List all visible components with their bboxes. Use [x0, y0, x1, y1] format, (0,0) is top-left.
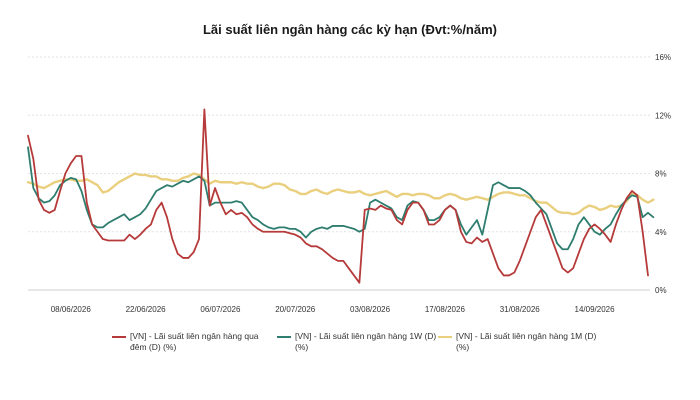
x-tick-label: 22/06/2026	[126, 305, 167, 314]
grid-lines	[28, 56, 650, 291]
y-tick-label: 4%	[655, 228, 667, 237]
legend-label-1w: [VN] - Lãi suất liên ngân hàng 1W (D) (%…	[295, 331, 437, 352]
x-tick-label: 14/09/2026	[575, 305, 616, 314]
legend: [VN] - Lãi suất liên ngân hàng qua đêm (…	[112, 331, 632, 361]
y-tick-label: 12%	[655, 111, 671, 120]
y-tick-label: 0%	[655, 286, 667, 295]
y-axis-ticks: 0% 4% 8% 12% 16%	[655, 53, 671, 295]
x-axis-ticks: 08/06/2026 22/06/2026 06/07/2026 20/07/2026…	[51, 305, 615, 314]
x-tick-label: 08/06/2026	[51, 305, 92, 314]
chart-title: Lãi suất liên ngân hàng các kỳ hạn (Đvt:…	[202, 22, 497, 37]
series-lines	[26, 108, 655, 284]
series-line-1w	[27, 146, 655, 251]
y-tick-label: 8%	[655, 170, 667, 179]
legend-swatch-1m	[438, 336, 452, 338]
legend-label-overnight: [VN] - Lãi suất liên ngân hàng qua đêm (…	[130, 331, 259, 352]
x-tick-label: 03/08/2026	[350, 305, 391, 314]
y-tick-label: 16%	[655, 53, 671, 62]
series-line-overnight	[27, 108, 649, 284]
x-tick-label: 20/07/2026	[275, 305, 316, 314]
x-tick-label: 17/08/2026	[425, 305, 466, 314]
legend-swatch-overnight	[112, 336, 126, 338]
series-line-1m	[26, 172, 655, 216]
legend-swatch-1w	[277, 336, 291, 338]
x-tick-label: 06/07/2026	[200, 305, 241, 314]
x-tick-label: 31/08/2026	[500, 305, 541, 314]
legend-label-1m: [VN] - Lãi suất liên ngân hàng 1M (D) (%…	[456, 331, 597, 352]
